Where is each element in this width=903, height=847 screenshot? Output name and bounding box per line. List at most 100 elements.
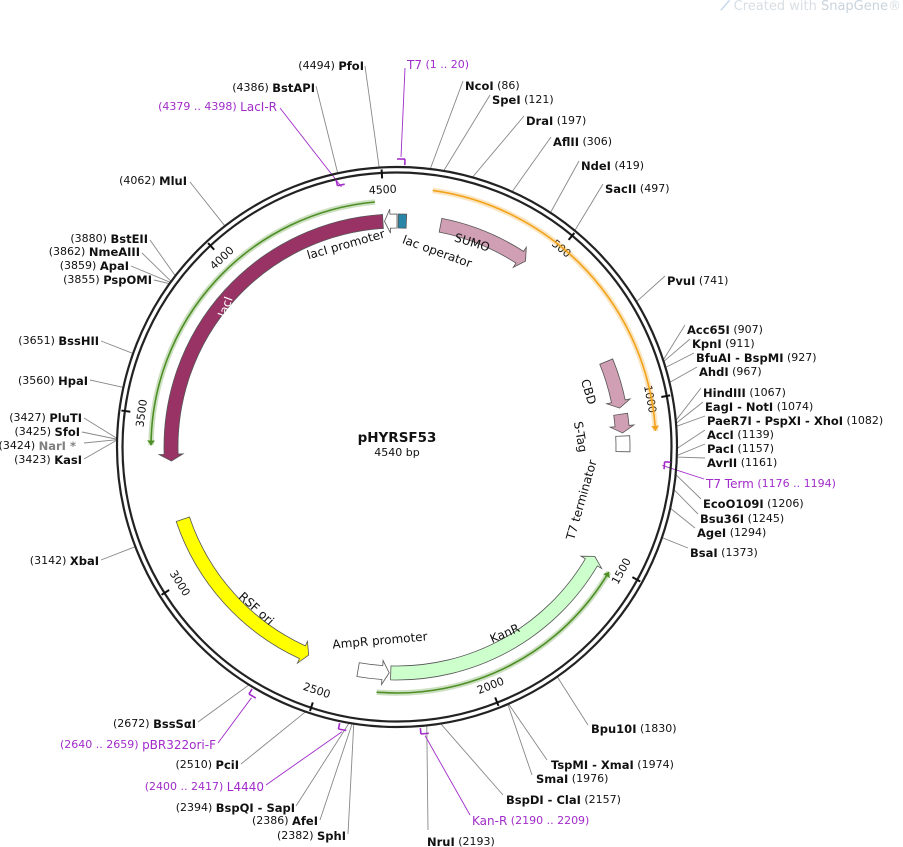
site-label-pspomi[interactable]: (3855) PspOMI — [63, 273, 152, 287]
primer-label-kan-r[interactable]: Kan-R (2190 .. 2209) — [472, 814, 589, 828]
site-name: SmaI — [536, 772, 568, 786]
site-label-acc65i[interactable]: Acc65I (907) — [687, 323, 763, 337]
site-position: (4494) — [298, 59, 338, 72]
site-label-hindiii[interactable]: HindIII (1067) — [703, 386, 786, 400]
primer-label-pbr322ori-f[interactable]: (2640 .. 2659) pBR322ori-F — [60, 738, 216, 752]
plasmid-name: pHYRSF53 — [358, 430, 437, 446]
feature-lac-operator[interactable] — [397, 213, 408, 229]
site-position: (2510) — [175, 758, 215, 771]
feature-t7-terminator[interactable] — [615, 435, 631, 453]
feature-sumo[interactable] — [438, 217, 527, 269]
leader-line — [100, 340, 134, 354]
leader-line — [149, 239, 176, 277]
site-label-ndei[interactable]: NdeI (419) — [581, 159, 644, 173]
primer-label-t7-term[interactable]: T7 Term (1176 .. 1194) — [705, 477, 836, 491]
site-label-ahdi[interactable]: AhdI (967) — [699, 365, 762, 379]
site-label-sphi[interactable]: (2382) SphI — [277, 829, 346, 843]
site-position: (1830) — [636, 722, 676, 735]
leader-line — [153, 279, 170, 285]
site-label-spei[interactable]: SpeI (121) — [492, 93, 554, 107]
primer-label-laci-r[interactable]: (4379 .. 4398) LacI-R — [158, 100, 277, 114]
primer-tick — [248, 688, 253, 695]
site-label-apai[interactable]: (3859) ApaI — [60, 259, 129, 273]
site-name: SfoI — [55, 425, 80, 439]
site-position: (419) — [611, 159, 644, 172]
site-label-drai[interactable]: DraI (197) — [526, 114, 586, 128]
site-label-bsss-i[interactable]: (2672) BssSαI — [113, 717, 196, 731]
site-label-bsshii[interactable]: (3651) BssHII — [18, 334, 99, 348]
site-label-avrii[interactable]: AvrII (1161) — [707, 456, 777, 470]
leader-line — [83, 439, 118, 444]
site-label-bsu36i[interactable]: Bsu36I (1245) — [700, 512, 784, 526]
site-label-bfuai-bspmi[interactable]: BfuAI - BspMI (927) — [696, 351, 817, 365]
site-name: KpnI — [692, 337, 722, 351]
leader-line — [472, 115, 525, 178]
orf-arc — [376, 571, 610, 694]
site-label-bspdi-clai[interactable]: BspDI - ClaI (2157) — [506, 793, 621, 807]
site-label-nari[interactable]: (3424) NarI * — [0, 439, 76, 453]
site-label-nmeaiii[interactable]: (3862) NmeAIII — [49, 245, 140, 259]
site-label-pluti[interactable]: (3427) PluTI — [9, 411, 82, 425]
primer-label-t7[interactable]: T7 (1 .. 20) — [406, 58, 469, 72]
site-label-eagi-noti[interactable]: EagI - NotI (1074) — [705, 400, 813, 414]
primer-label-l4440[interactable]: (2400 .. 2417) L4440 — [145, 780, 264, 794]
site-label-agei[interactable]: AgeI (1294) — [697, 526, 766, 540]
feature-s-tag[interactable] — [608, 412, 636, 434]
site-label-bspqi-sapi[interactable]: (2394) BspQI - SapI — [176, 801, 295, 815]
site-label-tspmi-xmai[interactable]: TspMI - XmaI (1974) — [551, 758, 674, 772]
site-position: (3855) — [63, 273, 103, 286]
site-label-paci[interactable]: PacI (1157) — [707, 442, 774, 456]
tick-label: 3500 — [133, 399, 150, 428]
site-label-ecoo109i[interactable]: EcoO109I (1206) — [703, 497, 804, 511]
site-label-pvui[interactable]: PvuI (741) — [667, 274, 728, 288]
orf-arrowhead — [651, 425, 660, 431]
site-position: (1 .. 20) — [422, 58, 469, 71]
site-name: HpaI — [58, 374, 88, 388]
site-label-bstapi[interactable]: (4386) BstAPI — [232, 81, 315, 95]
site-label-paer7i-pspxi-xhoi[interactable]: PaeR7I - PspXI - XhoI (1082) — [707, 414, 883, 428]
feature-kanr[interactable] — [390, 555, 603, 681]
site-label-smai[interactable]: SmaI (1976) — [536, 772, 608, 786]
site-name: NruI — [427, 835, 455, 847]
leader-line — [661, 537, 689, 549]
site-label-afei[interactable]: (2386) AfeI — [252, 814, 318, 828]
site-label-bsteii[interactable]: (3880) BstEII — [70, 232, 148, 246]
watermark-reg: ® — [888, 0, 901, 14]
leader-line — [315, 85, 339, 174]
site-label-aflii[interactable]: AflII (306) — [553, 135, 612, 149]
tick-label: 1500 — [609, 556, 634, 587]
orf-arc — [432, 189, 657, 431]
site-label-pfoi[interactable]: (4494) PfoI — [298, 59, 364, 73]
site-label-mlui[interactable]: (4062) MluI — [119, 174, 187, 188]
leader-line — [507, 703, 533, 776]
feature-rsf-ori[interactable] — [175, 516, 310, 665]
site-label-bsai[interactable]: BsaI (1373) — [690, 546, 758, 560]
tick-mark — [309, 702, 314, 712]
site-label-xbai[interactable]: (3142) XbaI — [30, 554, 99, 568]
site-label-pcii[interactable]: (2510) PciI — [175, 758, 239, 772]
site-label-hpai[interactable]: (3560) HpaI — [18, 374, 88, 388]
site-position: (2394) — [176, 801, 216, 814]
site-label-acci[interactable]: AccI (1139) — [707, 428, 774, 442]
site-label-sacii[interactable]: SacII (497) — [605, 182, 670, 196]
site-position: (121) — [521, 93, 554, 106]
feature-cbd[interactable] — [599, 358, 632, 409]
site-label-ncoi[interactable]: NcoI (86) — [465, 79, 520, 93]
site-label-kasi[interactable]: (3423) KasI — [14, 453, 82, 467]
site-position: (1082) — [843, 414, 883, 427]
primer-pbr322ori-f — [248, 693, 257, 699]
site-label-nrui[interactable]: NruI (2193) — [427, 835, 495, 847]
orf-arc — [150, 201, 375, 446]
feature-laci-promoter[interactable] — [384, 208, 398, 234]
site-label-sfoi[interactable]: (3425) SfoI — [14, 425, 80, 439]
primer-l4440 — [338, 728, 347, 732]
feature-laci[interactable] — [157, 214, 384, 462]
site-position: (1157) — [734, 442, 774, 455]
feature-ampr-promoter[interactable] — [356, 659, 390, 686]
site-label-bpu10i[interactable]: Bpu10I (1830) — [591, 722, 677, 736]
leader-line — [295, 722, 350, 807]
leader-line — [83, 417, 118, 439]
site-position: (4386) — [232, 81, 272, 94]
site-name: NarI — [39, 439, 66, 453]
site-label-kpni[interactable]: KpnI (911) — [692, 337, 755, 351]
